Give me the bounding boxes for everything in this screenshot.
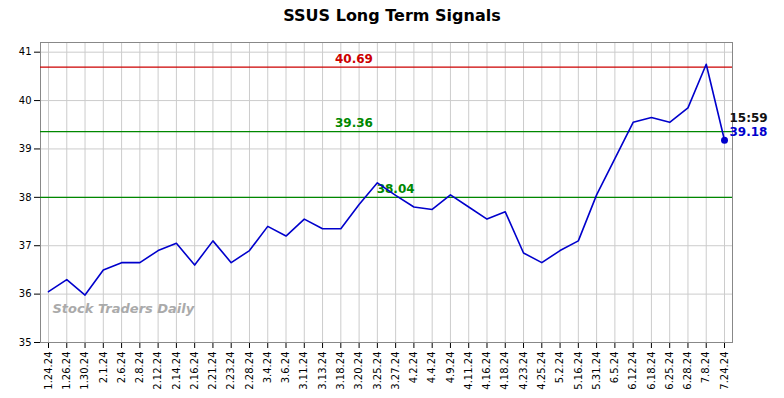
svg-text:38: 38: [19, 192, 32, 203]
svg-text:3.20.24: 3.20.24: [353, 352, 364, 390]
svg-text:4.2.24: 4.2.24: [408, 352, 419, 384]
html-text:SSUS Long Term Signals: SSUS Long Term Signals: [283, 6, 501, 25]
svg-text:3.6.24: 3.6.24: [280, 352, 291, 384]
svg-text:7.24.24: 7.24.24: [719, 352, 730, 390]
svg-text:6.5.24: 6.5.24: [609, 352, 620, 384]
svg-text:2.6.24: 2.6.24: [116, 352, 127, 384]
svg-text:7.8.24: 7.8.24: [700, 352, 711, 384]
svg-text:3.18.24: 3.18.24: [335, 352, 346, 390]
svg-text:36: 36: [19, 288, 32, 299]
svg-text:Stock Traders Daily: Stock Traders Daily: [53, 301, 195, 316]
svg-text:2.21.24: 2.21.24: [207, 352, 218, 390]
svg-text:6.25.24: 6.25.24: [664, 352, 675, 390]
svg-text:40: 40: [19, 95, 32, 106]
svg-text:15:59: 15:59: [730, 111, 768, 125]
svg-text:38.04: 38.04: [377, 182, 415, 196]
svg-text:4.9.24: 4.9.24: [445, 352, 456, 384]
svg-text:5.31.24: 5.31.24: [591, 352, 602, 390]
svg-text:1.24.24: 1.24.24: [43, 352, 54, 390]
svg-text:2.23.24: 2.23.24: [225, 352, 236, 390]
svg-text:4.18.24: 4.18.24: [499, 352, 510, 390]
svg-text:6.28.24: 6.28.24: [682, 352, 693, 390]
svg-text:2.28.24: 2.28.24: [244, 352, 255, 390]
svg-text:5.16.24: 5.16.24: [573, 352, 584, 390]
svg-text:6.18.24: 6.18.24: [646, 352, 657, 390]
svg-text:40.69: 40.69: [335, 52, 373, 66]
svg-text:39: 39: [19, 143, 32, 154]
svg-text:2.16.24: 2.16.24: [189, 352, 200, 390]
svg-text:39.18: 39.18: [730, 125, 768, 139]
svg-text:37: 37: [19, 240, 32, 251]
svg-text:39.36: 39.36: [335, 116, 373, 130]
svg-text:1.26.24: 1.26.24: [61, 352, 72, 390]
svg-text:4.11.24: 4.11.24: [463, 352, 474, 390]
svg-text:2.8.24: 2.8.24: [134, 352, 145, 384]
svg-text:4.23.24: 4.23.24: [518, 352, 529, 390]
svg-text:3.27.24: 3.27.24: [390, 352, 401, 390]
svg-text:4.16.24: 4.16.24: [481, 352, 492, 390]
svg-text:4.4.24: 4.4.24: [426, 352, 437, 384]
svg-text:41: 41: [19, 46, 32, 57]
svg-text:2.14.24: 2.14.24: [171, 352, 182, 390]
svg-text:2.1.24: 2.1.24: [98, 352, 109, 384]
svg-text:3.13.24: 3.13.24: [317, 352, 328, 390]
svg-text:6.12.24: 6.12.24: [627, 352, 638, 390]
svg-text:5.2.24: 5.2.24: [554, 352, 565, 384]
svg-text:3.4.24: 3.4.24: [262, 352, 273, 384]
svg-text:1.30.24: 1.30.24: [79, 352, 90, 390]
svg-text:3.25.24: 3.25.24: [372, 352, 383, 390]
svg-text:35: 35: [19, 337, 32, 348]
svg-text:4.25.24: 4.25.24: [536, 352, 547, 390]
svg-text:3.11.24: 3.11.24: [298, 352, 309, 390]
svg-text:2.12.24: 2.12.24: [152, 352, 163, 390]
